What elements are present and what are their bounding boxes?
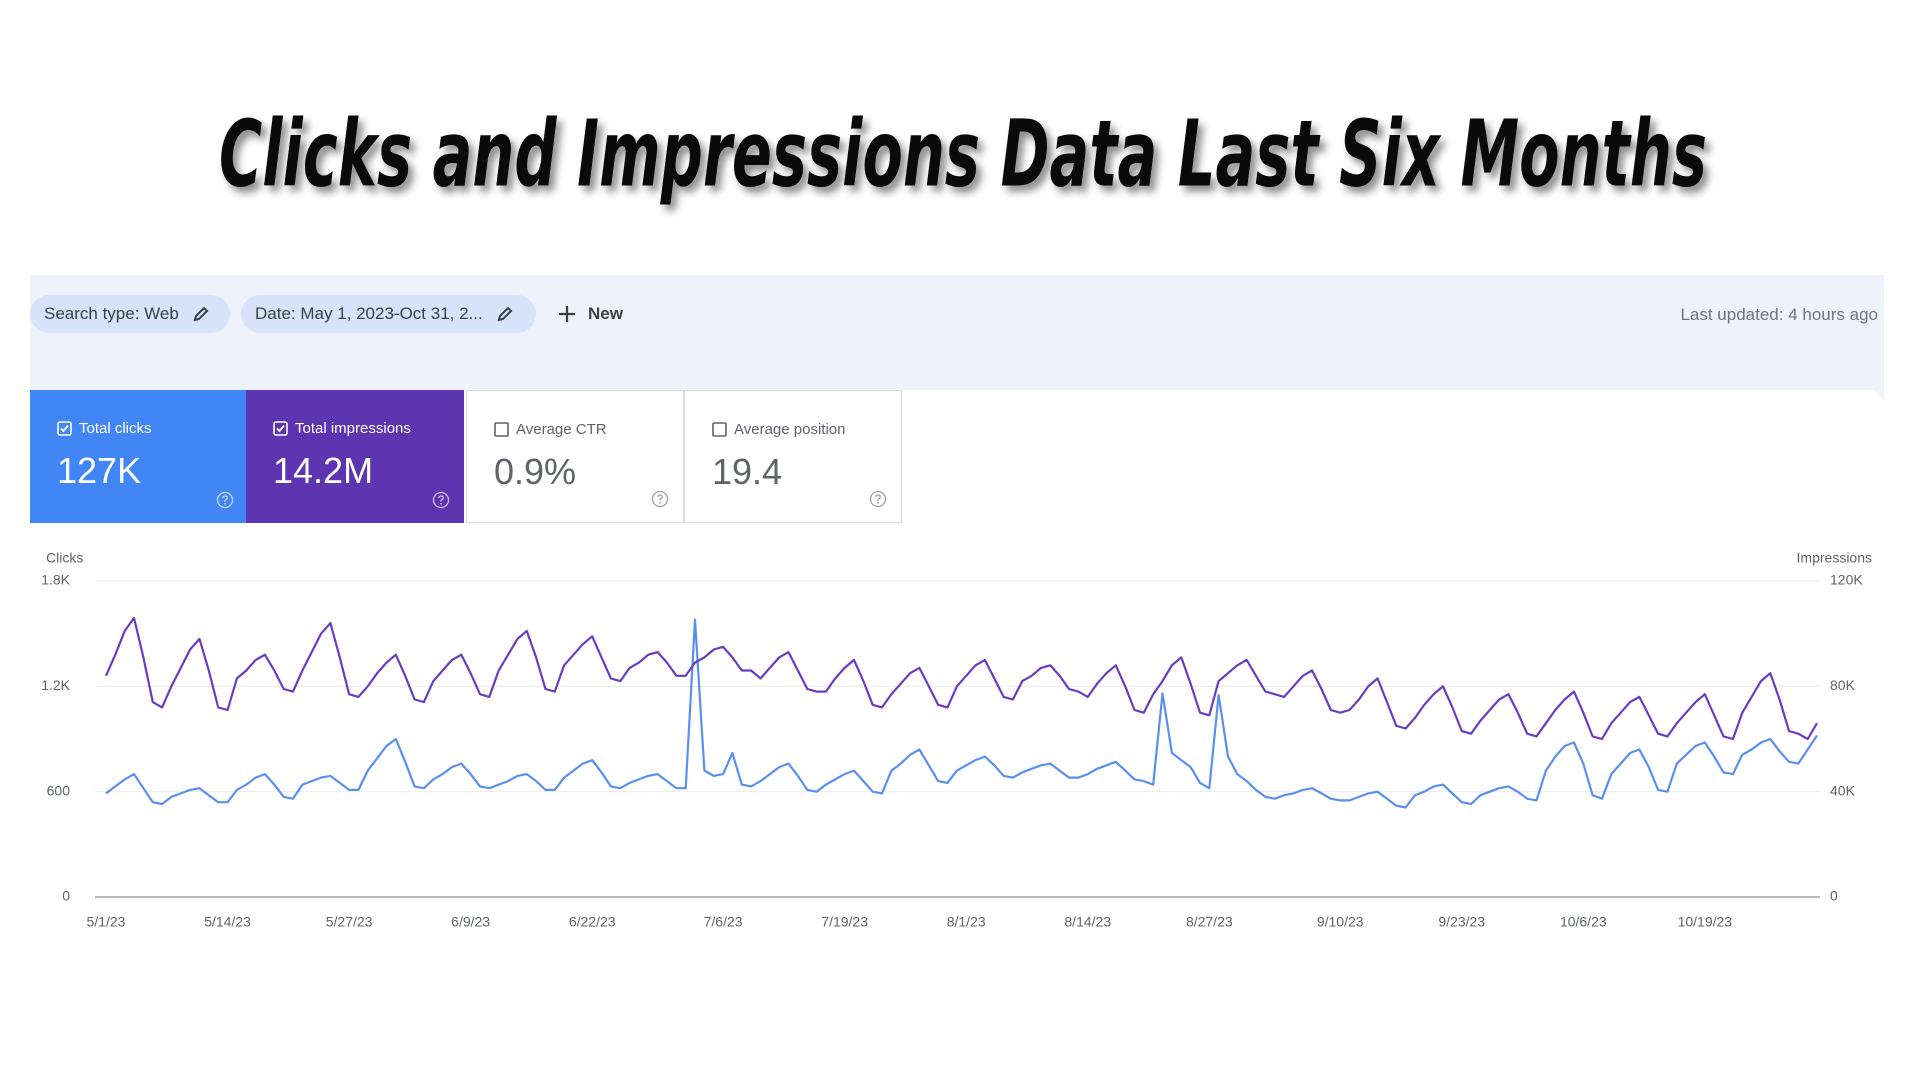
metric-card[interactable]: Total impressions 14.2M — [246, 390, 464, 523]
metric-card[interactable]: Average position 19.4 — [684, 390, 902, 523]
y-tick-label: 0 — [62, 888, 70, 904]
metric-value: 127K — [57, 450, 142, 491]
help-icon — [869, 490, 887, 508]
metrics-area: Total clicks 127K Total impressions 14.2M Av… — [30, 390, 1884, 960]
edit-icon — [193, 306, 209, 322]
x-tick-label: 9/10/23 — [1317, 914, 1364, 930]
edit-icon — [497, 306, 513, 322]
checkbox — [494, 422, 509, 437]
metric-label: Average CTR — [516, 421, 607, 438]
x-tick-label: 9/23/23 — [1438, 914, 1485, 930]
plus-icon — [559, 306, 575, 322]
checkbox — [712, 422, 727, 437]
axis-title: Impressions — [1797, 550, 1872, 566]
chip-text: Search type: Web — [44, 304, 179, 323]
x-tick-label: 6/9/23 — [451, 914, 490, 930]
x-tick-label: 5/1/23 — [87, 914, 126, 930]
metric-label-row: Average position — [712, 421, 845, 438]
metric-value: 14.2M — [273, 450, 374, 491]
metric-label: Total clicks — [79, 420, 152, 437]
last-updated: Last updated: 4 hours ago — [1680, 305, 1878, 324]
x-tick-label: 8/27/23 — [1186, 914, 1233, 930]
x-tick-label: 5/27/23 — [326, 914, 373, 930]
metric-label: Average position — [734, 421, 846, 438]
metric-label-row: Total impressions — [273, 420, 411, 437]
metric-card[interactable]: Total clicks 127K — [30, 390, 248, 523]
metric-value: 0.9% — [494, 451, 577, 492]
axis-title: Clicks — [46, 550, 83, 566]
y2-tick-label: 80K — [1830, 677, 1856, 693]
x-tick-label: 7/6/23 — [704, 914, 743, 930]
metric-label: Total impressions — [295, 420, 411, 437]
new-text: New — [588, 304, 623, 323]
metric-label-row: Total clicks — [57, 420, 152, 437]
x-tick-label: 8/1/23 — [947, 914, 986, 930]
metric-label-row: Average CTR — [494, 421, 607, 438]
filter-chip[interactable]: Date: May 1, 2023-Oct 31, 2... — [241, 295, 536, 333]
x-tick-label: 5/14/23 — [204, 914, 251, 930]
filter-chip[interactable]: Search type: Web — [30, 295, 230, 333]
y-tick-label: 1.8K — [41, 572, 70, 588]
chart: 0 600 1.2K 1.8K 0 40K 80K 120K Clicks Impressions… — [41, 550, 1872, 930]
y2-tick-label: 120K — [1830, 572, 1863, 588]
checkbox — [273, 421, 288, 436]
console-panel: Search type: Web Date: May 1, 2023-Oct 3… — [30, 275, 1884, 960]
metric-card[interactable]: Average CTR 0.9% — [466, 390, 684, 523]
y2-tick-label: 0 — [1830, 888, 1838, 904]
title-area: Clicks and Impressions Data Last Six Mon… — [219, 100, 1707, 207]
chip-text: Date: May 1, 2023-Oct 31, 2... — [255, 304, 483, 323]
new-button[interactable]: New — [558, 295, 623, 333]
y-tick-label: 600 — [47, 782, 71, 798]
page-title: Clicks and Impressions Data Last Six Mon… — [219, 100, 1707, 207]
help-icon — [432, 491, 450, 509]
checkbox — [57, 421, 72, 436]
help-icon — [651, 490, 669, 508]
x-tick-label: 10/19/23 — [1678, 914, 1733, 930]
help-icon — [216, 491, 234, 509]
metric-value: 19.4 — [712, 451, 783, 492]
y2-tick-label: 40K — [1830, 782, 1856, 798]
series-line — [105, 618, 1818, 809]
x-tick-label: 7/19/23 — [821, 914, 868, 930]
y-tick-label: 1.2K — [41, 677, 70, 693]
x-tick-label: 6/22/23 — [569, 914, 616, 930]
x-tick-label: 8/14/23 — [1064, 914, 1111, 930]
series-line — [104, 616, 1818, 741]
x-tick-label: 10/6/23 — [1560, 914, 1607, 930]
